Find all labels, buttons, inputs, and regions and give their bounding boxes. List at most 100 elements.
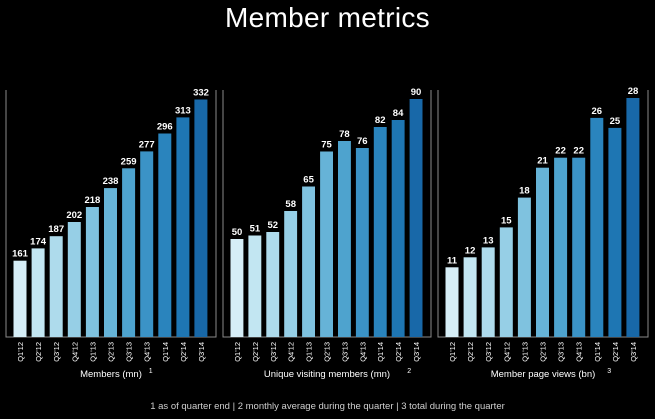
data-label: 187: [48, 224, 64, 235]
bar: [608, 127, 622, 338]
data-label: 22: [555, 146, 566, 157]
footnote: 1 as of quarter end | 2 monthly average …: [150, 401, 505, 412]
bar: [391, 120, 405, 337]
x-axis-label: Unique visiting members (mn): [264, 369, 390, 380]
data-label: 52: [268, 220, 279, 231]
bar: [355, 148, 369, 337]
x-tick-label: Q2'12: [34, 342, 43, 362]
bar: [445, 267, 459, 337]
data-label: 84: [393, 108, 404, 119]
x-tick-label: Q4'12: [502, 342, 511, 362]
x-tick-label: Q1'13: [305, 342, 314, 362]
x-tick-label: Q1'14: [161, 342, 170, 362]
bar: [248, 235, 262, 337]
x-tick-label: Q3'14: [629, 342, 638, 362]
bar: [31, 248, 45, 337]
data-label: 332: [193, 88, 209, 99]
data-label: 12: [465, 245, 476, 256]
data-label: 296: [157, 122, 173, 133]
x-axis-label: Member page views (bn): [491, 369, 596, 380]
x-tick-label: Q3'14: [197, 342, 206, 362]
data-label: 78: [339, 129, 350, 140]
bar: [320, 151, 333, 337]
x-tick-label: Q1'12: [448, 342, 457, 362]
bar: [409, 99, 423, 337]
bar: [230, 239, 244, 337]
bar: [158, 133, 172, 337]
data-label: 259: [121, 156, 137, 167]
x-tick-label: Q3'12: [484, 342, 493, 362]
bar: [463, 257, 477, 337]
data-label: 90: [411, 87, 422, 98]
bar: [284, 211, 298, 337]
x-tick-label: Q3'12: [52, 342, 61, 362]
data-label: 82: [375, 115, 386, 126]
x-tick-label: Q3'13: [125, 342, 134, 362]
bar: [572, 157, 586, 337]
bar: [85, 207, 99, 337]
bar: [104, 188, 117, 337]
bar: [67, 222, 81, 337]
bar: [373, 127, 387, 337]
x-tick-label: Q4'13: [358, 342, 367, 362]
x-tick-label: Q4'13: [575, 342, 584, 362]
bar: [49, 236, 63, 337]
bar: [554, 157, 568, 337]
x-tick-label: Q2'14: [179, 342, 188, 362]
bar: [536, 167, 549, 337]
x-tick-label: Q1'14: [376, 342, 385, 362]
x-tick-label: Q4'13: [143, 342, 152, 362]
x-tick-label: Q3'13: [557, 342, 566, 362]
footnote-ref: 1: [149, 368, 153, 375]
x-tick-label: Q3'12: [269, 342, 278, 362]
data-label: 18: [519, 186, 530, 197]
data-label: 174: [30, 236, 47, 247]
data-label: 58: [285, 199, 296, 210]
x-tick-label: Q3'13: [340, 342, 349, 362]
data-label: 75: [321, 140, 332, 151]
data-label: 238: [103, 176, 119, 187]
x-tick-label: Q2'13: [323, 342, 332, 362]
data-label: 50: [232, 227, 243, 238]
x-tick-label: Q2'13: [539, 342, 548, 362]
bar: [302, 186, 315, 337]
bar: [517, 197, 531, 337]
bar: [499, 227, 513, 337]
x-tick-label: Q2'14: [611, 342, 620, 362]
data-label: 202: [66, 210, 82, 221]
x-tick-label: Q4'12: [287, 342, 296, 362]
bar: [266, 232, 280, 337]
bar: [194, 99, 208, 337]
bar: [176, 117, 190, 338]
x-tick-label: Q1'12: [16, 342, 25, 362]
data-label: 22: [573, 146, 584, 157]
data-label: 28: [628, 86, 639, 97]
x-axis-label: Members (mn): [80, 369, 142, 380]
x-tick-label: Q4'12: [70, 342, 79, 362]
x-tick-label: Q2'12: [466, 342, 475, 362]
x-tick-label: Q3'14: [412, 342, 421, 362]
bar: [626, 98, 640, 337]
x-tick-label: Q2'12: [251, 342, 260, 362]
data-label: 21: [537, 156, 548, 167]
data-label: 277: [139, 139, 155, 150]
bar: [122, 168, 136, 337]
data-label: 76: [357, 136, 368, 147]
page-title: Member metrics: [225, 2, 430, 33]
data-label: 26: [592, 106, 603, 117]
footnote-ref: 2: [407, 368, 411, 375]
data-label: 313: [175, 105, 191, 116]
bar: [481, 247, 495, 337]
data-label: 15: [501, 215, 512, 226]
bar: [590, 117, 604, 338]
x-tick-label: Q2'14: [394, 342, 403, 362]
data-label: 65: [303, 175, 314, 186]
data-label: 11: [447, 255, 458, 266]
bar: [338, 141, 351, 337]
x-tick-label: Q1'13: [88, 342, 97, 362]
data-label: 161: [12, 249, 29, 260]
data-label: 51: [250, 224, 261, 235]
x-tick-label: Q1'14: [593, 342, 602, 362]
bar: [140, 151, 154, 337]
